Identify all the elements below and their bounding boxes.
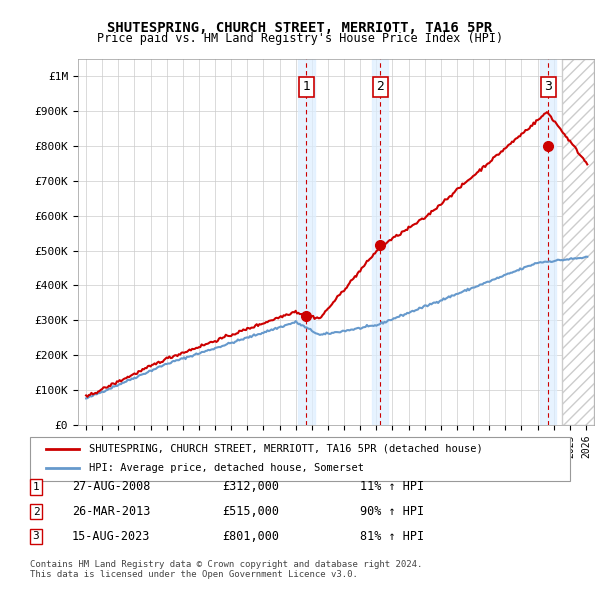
Text: 90% ↑ HPI: 90% ↑ HPI (360, 505, 424, 518)
Text: 1: 1 (302, 80, 310, 93)
Text: 1: 1 (32, 482, 40, 491)
Text: £515,000: £515,000 (222, 505, 279, 518)
Text: 81% ↑ HPI: 81% ↑ HPI (360, 530, 424, 543)
Text: 15-AUG-2023: 15-AUG-2023 (72, 530, 151, 543)
Text: 11% ↑ HPI: 11% ↑ HPI (360, 480, 424, 493)
Bar (372, 59, 388, 425)
Bar (562, 59, 594, 425)
Text: SHUTESPRING, CHURCH STREET, MERRIOTT, TA16 5PR: SHUTESPRING, CHURCH STREET, MERRIOTT, TA… (107, 21, 493, 35)
Text: Price paid vs. HM Land Registry's House Price Index (HPI): Price paid vs. HM Land Registry's House … (97, 32, 503, 45)
Text: Contains HM Land Registry data © Crown copyright and database right 2024.
This d: Contains HM Land Registry data © Crown c… (30, 560, 422, 579)
Text: 3: 3 (544, 80, 552, 93)
Text: 2: 2 (32, 507, 40, 516)
Bar (540, 59, 556, 425)
Text: HPI: Average price, detached house, Somerset: HPI: Average price, detached house, Some… (89, 464, 364, 473)
Text: 26-MAR-2013: 26-MAR-2013 (72, 505, 151, 518)
Text: SHUTESPRING, CHURCH STREET, MERRIOTT, TA16 5PR (detached house): SHUTESPRING, CHURCH STREET, MERRIOTT, TA… (89, 444, 483, 454)
Text: 27-AUG-2008: 27-AUG-2008 (72, 480, 151, 493)
FancyBboxPatch shape (30, 437, 570, 481)
Text: £801,000: £801,000 (222, 530, 279, 543)
Text: 2: 2 (376, 80, 384, 93)
Bar (298, 59, 314, 425)
Text: 3: 3 (32, 532, 40, 541)
Text: £312,000: £312,000 (222, 480, 279, 493)
